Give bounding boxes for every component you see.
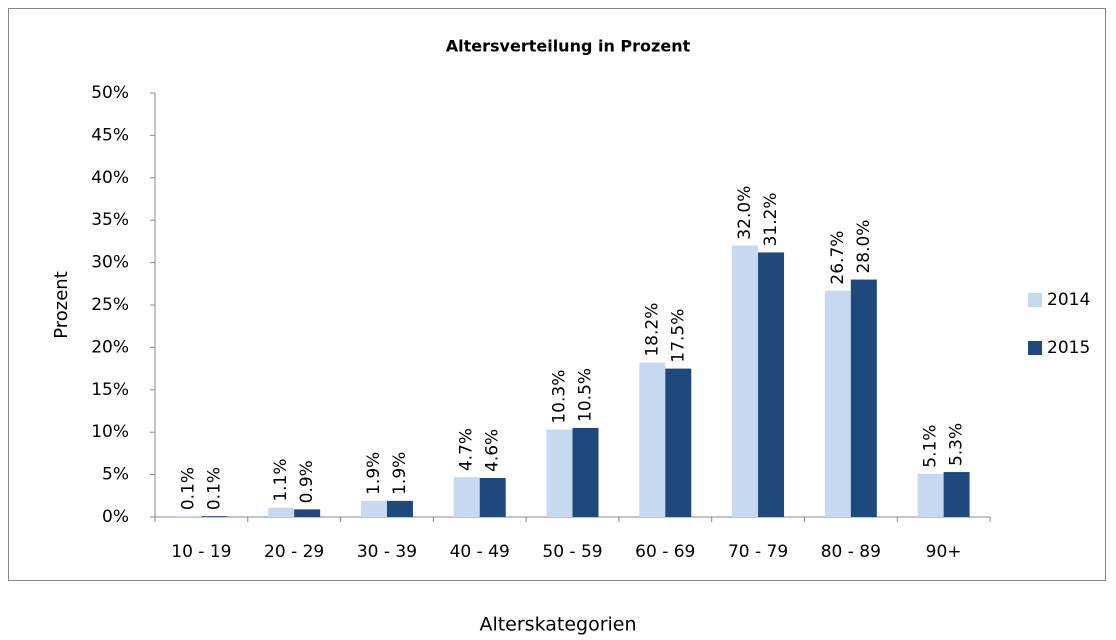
bar [732,245,759,517]
bar [453,477,480,517]
bar [572,427,599,517]
legend-swatch [1028,341,1042,355]
y-tick-label: 0% [102,507,129,527]
value-label: 5.3% [947,423,967,466]
x-tick-label: 90+ [926,542,962,562]
value-label: 32.0% [735,186,755,240]
value-label: 0.1% [178,467,198,510]
x-tick-label: 60 - 69 [635,542,695,562]
y-tick-label: 35% [91,210,129,230]
value-label: 0.9% [297,460,317,503]
value-label: 1.9% [364,452,384,495]
bar [943,472,970,517]
x-tick-label: 10 - 19 [171,542,231,562]
chart-title: Altersverteilung in Prozent [446,37,691,56]
bar [294,509,321,517]
bar [175,516,202,517]
value-label: 18.2% [642,303,662,357]
bar [386,500,413,517]
value-label: 17.5% [668,309,688,363]
bar [360,500,387,517]
x-tick-label: 40 - 49 [450,542,510,562]
value-label: 31.2% [761,192,781,246]
y-tick-label: 15% [91,380,129,400]
x-tick-label: 70 - 79 [728,542,788,562]
y-tick-label: 40% [91,168,129,188]
legend-label: 2014 [1047,290,1090,310]
bar [917,473,944,517]
bar [850,279,877,517]
value-label: 4.6% [483,429,503,472]
y-tick-label: 30% [91,253,129,273]
value-label: 28.0% [854,220,874,274]
y-tick-label: 50% [91,83,129,103]
value-label: 0.1% [204,467,224,510]
bar [201,516,228,517]
x-tick-label: 80 - 89 [821,542,881,562]
value-label: 5.1% [921,425,941,468]
bar [758,252,785,517]
y-tick-label: 25% [91,295,129,315]
x-tick-label: 20 - 29 [264,542,324,562]
value-label: 1.1% [271,458,291,501]
value-label: 1.9% [390,452,410,495]
y-tick-label: 45% [91,125,129,145]
bar [665,368,692,517]
y-tick-label: 10% [91,422,129,442]
bar [546,429,573,517]
value-label: 4.7% [457,428,477,471]
bar [824,290,851,517]
legend-swatch [1028,293,1042,307]
value-label: 10.3% [550,370,570,424]
value-label: 10.5% [576,368,596,422]
y-tick-label: 5% [102,465,129,485]
x-tick-label: 50 - 59 [542,542,602,562]
value-label: 26.7% [828,231,848,285]
y-tick-label: 20% [91,337,129,357]
bar [268,507,295,517]
bar [639,362,666,517]
bar [479,477,506,517]
x-tick-label: 30 - 39 [357,542,417,562]
legend-label: 2015 [1047,338,1090,358]
y-axis-label: Prozent [51,271,72,339]
x-axis-label: Alterskategorien [479,614,636,636]
